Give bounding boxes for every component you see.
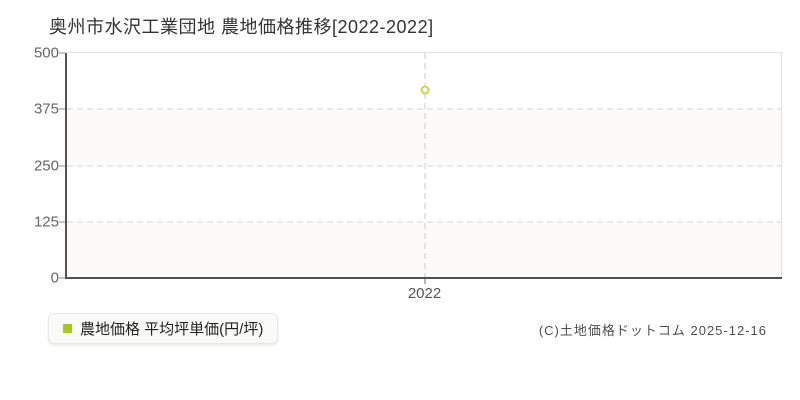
data-point[interactable] xyxy=(420,85,429,95)
legend: 農地価格 平均坪単価(円/坪) xyxy=(48,313,279,344)
y-gridline xyxy=(67,221,782,223)
y-axis-line xyxy=(65,53,67,279)
chart-title: 奥州市水沢工業団地 農地価格推移[2022-2022] xyxy=(49,17,434,37)
plot-area xyxy=(67,53,782,278)
y-gridline xyxy=(67,165,782,166)
plot-border-top xyxy=(67,52,782,53)
x-axis-tick xyxy=(424,279,425,284)
y-axis-tick xyxy=(59,52,65,54)
y-axis-label: 375 xyxy=(33,100,59,118)
y-axis-tick xyxy=(59,165,65,166)
y-axis-tick xyxy=(59,277,65,279)
x-axis-label: 2022 xyxy=(407,285,442,302)
y-axis-label: 250 xyxy=(33,157,59,174)
legend-label: 農地価格 平均坪単価(円/坪) xyxy=(80,321,264,338)
y-axis-tick xyxy=(59,108,65,110)
y-axis-ticks xyxy=(59,52,65,279)
legend-marker-square xyxy=(63,324,72,333)
copyright-text: (C)土地価格ドットコム 2025-12-16 xyxy=(538,323,767,338)
plot-border-right xyxy=(781,52,782,278)
y-axis-tick xyxy=(59,221,65,223)
x-axis-line xyxy=(65,277,782,279)
y-axis-label: 0 xyxy=(50,269,59,287)
y-axis-label: 500 xyxy=(33,44,59,62)
y-axis-labels: 0 125 250 375 500 xyxy=(0,45,62,287)
y-gridline xyxy=(67,108,782,110)
y-axis-label: 125 xyxy=(33,213,59,231)
